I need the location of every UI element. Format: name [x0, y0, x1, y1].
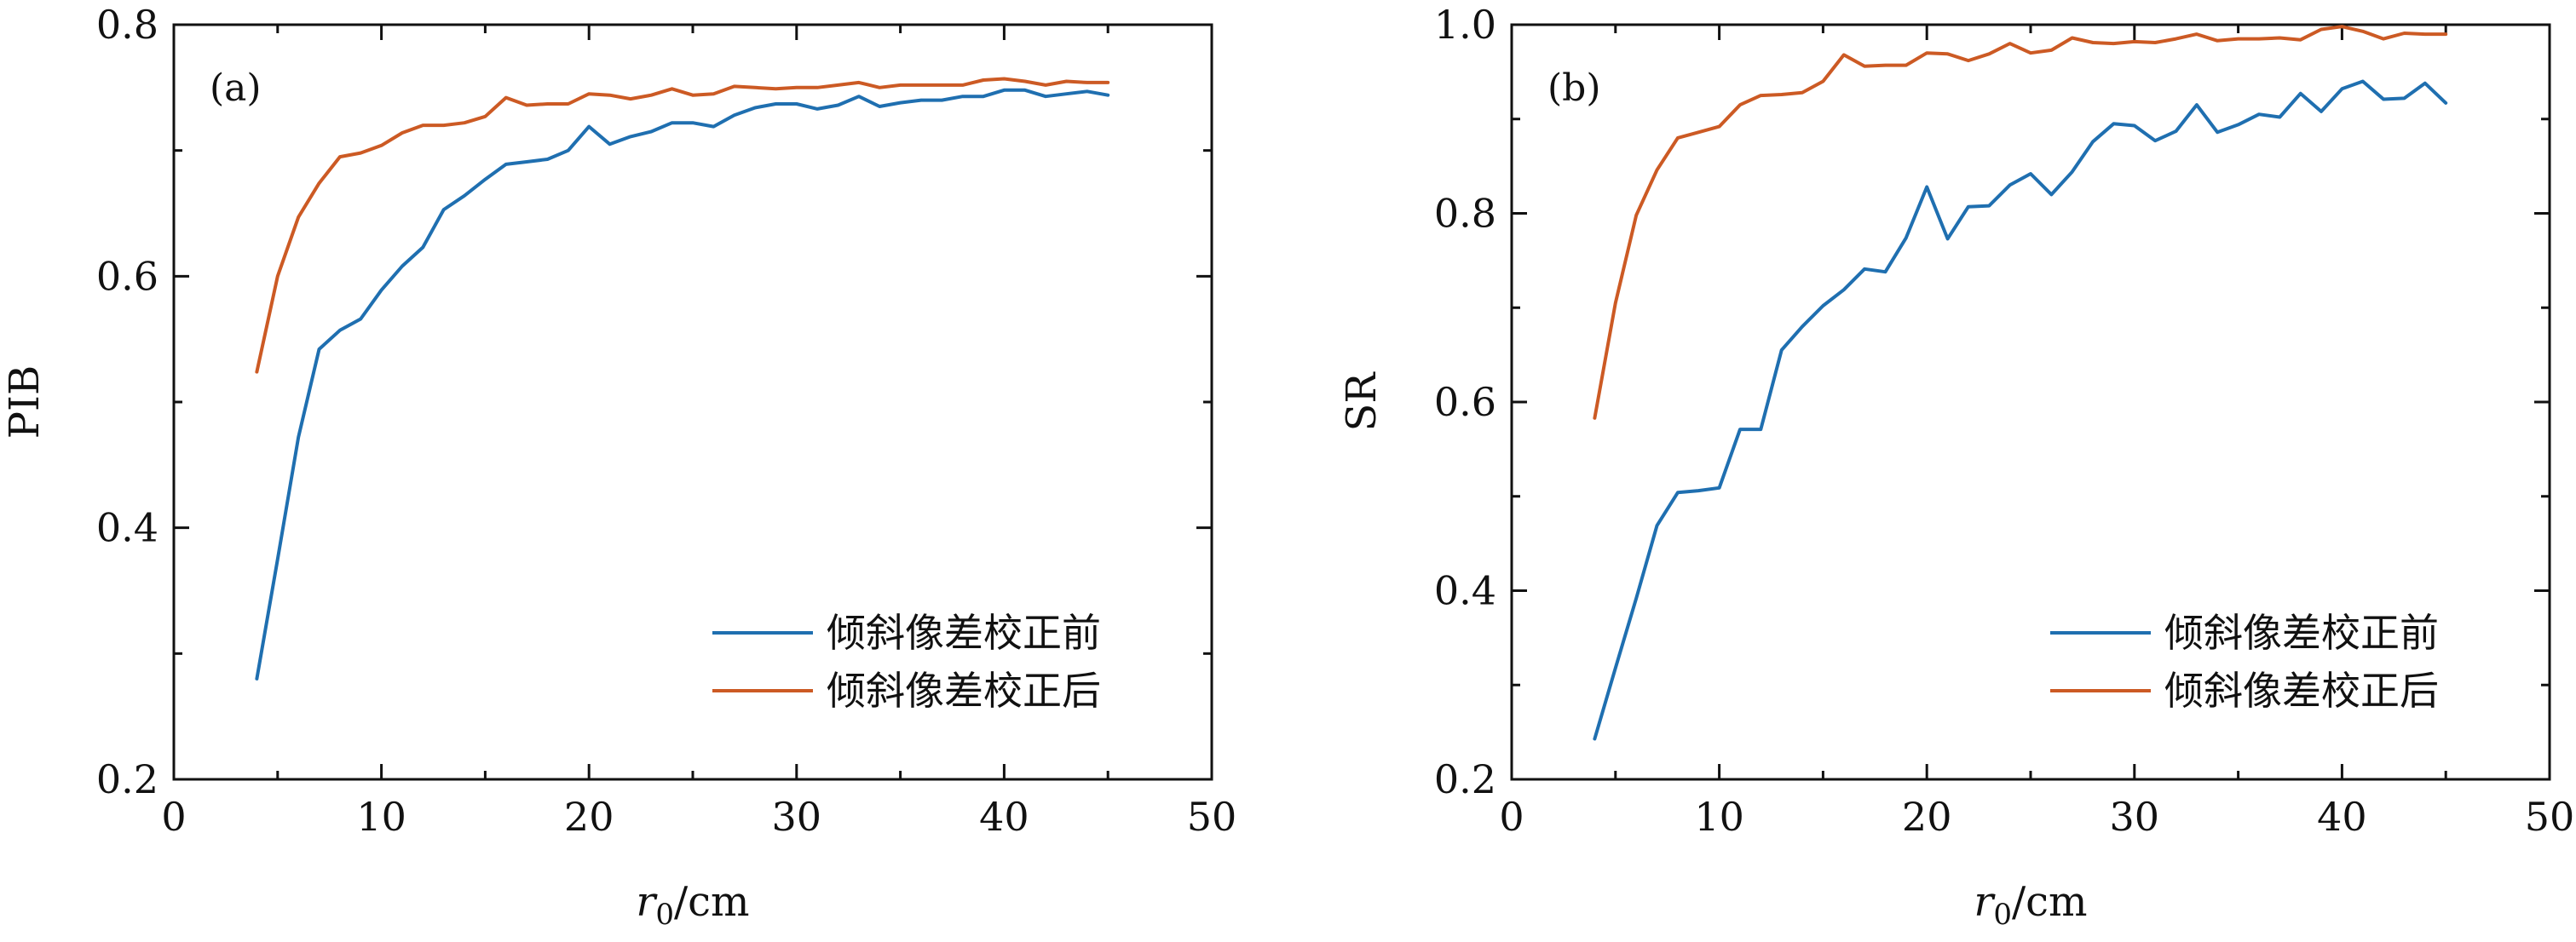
y-tick-label: 0.8 [96, 2, 158, 48]
x-tick-label: 0 [161, 794, 186, 840]
y-tick-label: 0.4 [96, 505, 158, 551]
panel-label: (a) [210, 66, 262, 110]
series-line-before [255, 88, 1110, 681]
y-axis-label: PIB [1, 365, 49, 439]
x-tick-label: 30 [2110, 794, 2160, 840]
y-tick-label: 0.8 [1434, 191, 1496, 237]
y-axis-ticks: 0.2 0.4 0.6 0.8 1.0 [1434, 2, 2550, 802]
x-tick-label: 40 [2317, 794, 2367, 840]
x-axis-label-unit: /cm [674, 878, 750, 926]
y-tick-label: 0.6 [96, 253, 158, 299]
legend: 倾斜像差校正前 倾斜像差校正后 [712, 610, 1101, 714]
series-line-after [255, 77, 1110, 374]
x-tick-label: 0 [1499, 794, 1524, 840]
x-axis-label-subscript: 0 [655, 898, 674, 932]
legend-label-after: 倾斜像差校正后 [827, 668, 1101, 714]
x-axis-label-subscript: 0 [1993, 898, 2012, 932]
plot-area-frame [172, 23, 1213, 781]
x-tick-label: 30 [772, 794, 822, 840]
y-axis-label: SR [1338, 371, 1386, 432]
x-axis-label-var: r [1974, 878, 1996, 926]
legend: 倾斜像差校正前 倾斜像差校正后 [2050, 610, 2439, 714]
series-lines [1593, 25, 2448, 741]
plot-area-frame [1510, 23, 2551, 781]
y-tick-label: 0.4 [1434, 568, 1496, 614]
y-tick-label: 0.6 [1434, 379, 1496, 425]
y-tick-label: 0.2 [1434, 756, 1496, 802]
x-tick-label: 10 [356, 794, 406, 840]
x-tick-label: 50 [1187, 794, 1237, 840]
x-axis-label-unit: /cm [2012, 878, 2088, 926]
legend-label-after: 倾斜像差校正后 [2164, 668, 2439, 714]
y-axis-ticks: 0.2 0.4 0.6 0.8 [96, 2, 1212, 802]
series-line-after [1593, 25, 2448, 420]
y-tick-label: 0.2 [96, 756, 158, 802]
x-axis-label-var: r [636, 878, 658, 926]
x-tick-label: 10 [1694, 794, 1744, 840]
panel-label: (b) [1547, 66, 1601, 110]
chart-panel-a: 0.20.40.60.8 0 10 20 30 40 50 (a) PIB r0/cm 倾… [1, 2, 1236, 932]
x-axis-ticks: 0 10 20 30 40 50 [1499, 25, 2574, 840]
x-tick-label: 20 [564, 794, 614, 840]
x-axis-label: r0/cm [636, 878, 749, 932]
series-lines [255, 77, 1110, 681]
x-tick-label: 50 [2525, 794, 2575, 840]
x-axis-label: r0/cm [1974, 878, 2087, 932]
x-tick-label: 40 [979, 794, 1029, 840]
y-tick-label: 1.0 [1434, 2, 1496, 48]
x-axis-ticks: 0 10 20 30 40 50 [161, 25, 1236, 840]
legend-label-before: 倾斜像差校正前 [2164, 610, 2439, 656]
x-tick-label: 20 [1902, 794, 1952, 840]
chart-panel-b: 0.20.40.60.81.0 0 10 20 30 40 50 (b) SR r0/cm… [1338, 2, 2574, 932]
series-line-before [1593, 79, 2448, 741]
legend-label-before: 倾斜像差校正前 [827, 610, 1101, 656]
